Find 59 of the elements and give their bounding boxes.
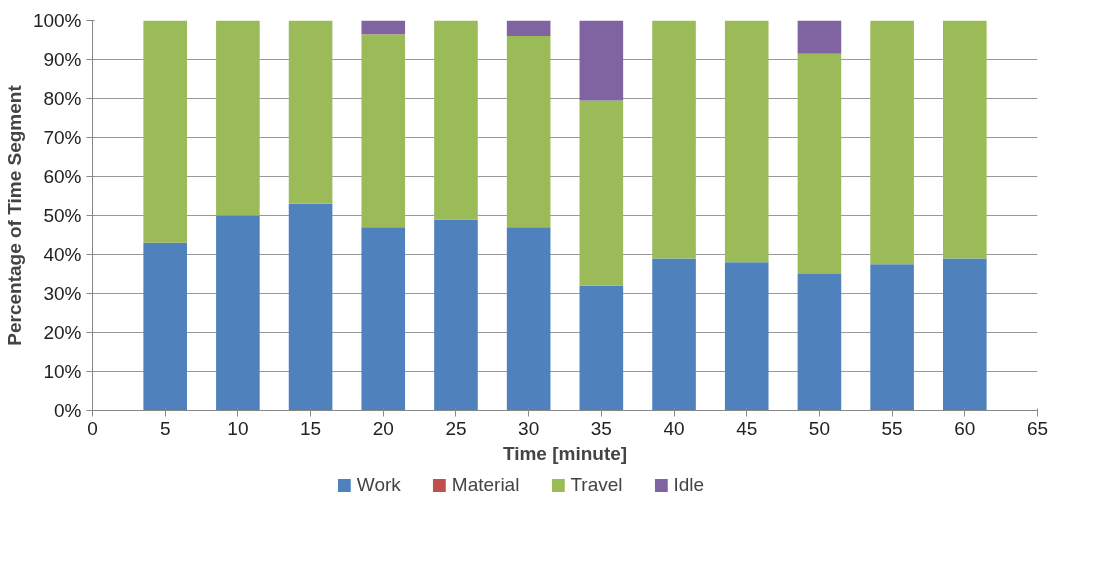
bar: [216, 20, 260, 216]
x-tick-label: 0: [87, 417, 98, 439]
bar: [579, 100, 624, 286]
bar: [797, 274, 842, 411]
bar: [288, 20, 333, 204]
x-tick-label: 35: [590, 417, 612, 439]
legend-label: Work: [356, 474, 401, 496]
x-tick-label: 25: [445, 417, 467, 439]
x-tick-label: 30: [518, 417, 540, 439]
x-tick-label: 15: [300, 417, 322, 439]
bar: [288, 203, 333, 411]
x-tick-label: 60: [954, 417, 976, 439]
y-tick-label: 40%: [43, 244, 82, 265]
bar: [216, 215, 260, 411]
y-tick-label: 30%: [43, 283, 82, 304]
x-tick-label: 5: [159, 417, 171, 439]
legend-label: Travel: [570, 474, 623, 496]
bar: [143, 20, 187, 243]
bar: [797, 53, 842, 274]
y-tick-label: 70%: [43, 127, 82, 148]
bar: [434, 20, 478, 220]
y-tick-label: 100%: [32, 10, 82, 31]
x-axis-title: Time [minute]: [502, 442, 628, 464]
bar: [724, 20, 769, 263]
bar: [943, 20, 987, 259]
x-tick-label: 40: [663, 417, 685, 439]
y-tick-label: 50%: [43, 205, 82, 226]
x-tick-label: 55: [881, 417, 903, 439]
y-tick-label: 10%: [43, 361, 82, 382]
bar: [506, 20, 551, 37]
y-tick-label: 90%: [43, 49, 82, 70]
legend-label: Idle: [673, 474, 705, 496]
bar: [579, 285, 624, 411]
bar: [724, 262, 769, 411]
x-tick-label: 50: [808, 417, 830, 439]
bar: [579, 20, 624, 101]
bar: [797, 20, 842, 54]
y-tick-label: 0%: [54, 400, 82, 421]
bar: [870, 20, 914, 265]
y-tick-label: 20%: [43, 322, 82, 343]
legend-label: Material: [451, 474, 520, 496]
y-tick-label: 80%: [43, 88, 82, 109]
x-tick-label: 10: [227, 417, 249, 439]
bar: [143, 242, 187, 411]
y-tick-label: 60%: [43, 166, 82, 187]
bar: [361, 34, 406, 228]
bar: [361, 20, 406, 35]
bar: [652, 20, 696, 259]
y-axis-title: Percentage of Time Segment: [3, 84, 25, 346]
bar: [361, 227, 406, 411]
x-tick-label: 20: [372, 417, 394, 439]
bar: [943, 258, 987, 411]
x-tick-label: 65: [1026, 417, 1049, 439]
x-tick-label: 45: [736, 417, 758, 439]
bar: [870, 264, 914, 411]
bar: [434, 219, 478, 411]
bar: [652, 258, 696, 411]
bar: [506, 227, 551, 411]
bar: [506, 36, 551, 228]
